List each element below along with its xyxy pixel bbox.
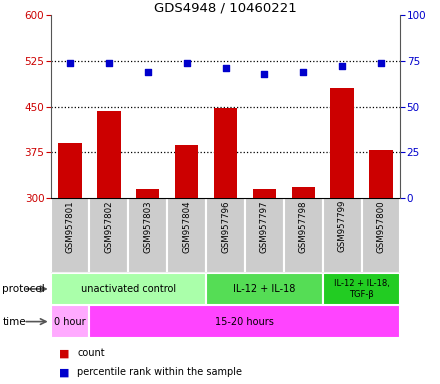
Bar [97,111,121,198]
Bar [51,273,206,305]
Text: count: count [77,348,105,358]
Bar [292,187,315,198]
Point [339,63,346,70]
Point [222,65,229,71]
Text: GSM957803: GSM957803 [143,200,152,253]
Point [300,69,307,75]
Text: GSM957802: GSM957802 [104,200,114,253]
Point [66,60,73,66]
Bar [369,150,392,198]
Bar [136,189,159,198]
Text: GSM957798: GSM957798 [299,200,308,253]
Bar [323,273,400,305]
Text: unactivated control: unactivated control [81,284,176,294]
Bar [214,108,237,198]
Bar [206,198,245,273]
Text: 0 hour: 0 hour [54,316,86,327]
Bar [253,189,276,198]
Text: GSM957799: GSM957799 [337,200,347,252]
Bar [206,273,323,305]
Bar [59,143,82,198]
Title: GDS4948 / 10460221: GDS4948 / 10460221 [154,1,297,14]
Point [378,60,385,66]
Bar [323,198,362,273]
Bar [89,198,128,273]
Text: GSM957801: GSM957801 [66,200,74,253]
Bar [89,305,400,338]
Text: ■: ■ [59,367,70,377]
Bar [167,198,206,273]
Point [144,69,151,75]
Bar [175,145,198,198]
Text: time: time [2,316,26,327]
Text: GSM957800: GSM957800 [377,200,385,253]
Bar [362,198,400,273]
Bar [51,198,89,273]
Bar [51,305,89,338]
Text: 15-20 hours: 15-20 hours [216,316,275,327]
Text: IL-12 + IL-18: IL-12 + IL-18 [233,284,296,294]
Point [106,60,113,66]
Text: GSM957797: GSM957797 [260,200,269,253]
Bar [128,198,167,273]
Text: IL-12 + IL-18,
TGF-β: IL-12 + IL-18, TGF-β [334,279,389,299]
Text: percentile rank within the sample: percentile rank within the sample [77,367,242,377]
Point [183,60,190,66]
Text: protocol: protocol [2,284,45,294]
Text: GSM957804: GSM957804 [182,200,191,253]
Text: ■: ■ [59,348,70,358]
Text: GSM957796: GSM957796 [221,200,230,253]
Bar [245,198,284,273]
Bar [284,198,323,273]
Point [261,71,268,77]
Bar [330,88,354,198]
